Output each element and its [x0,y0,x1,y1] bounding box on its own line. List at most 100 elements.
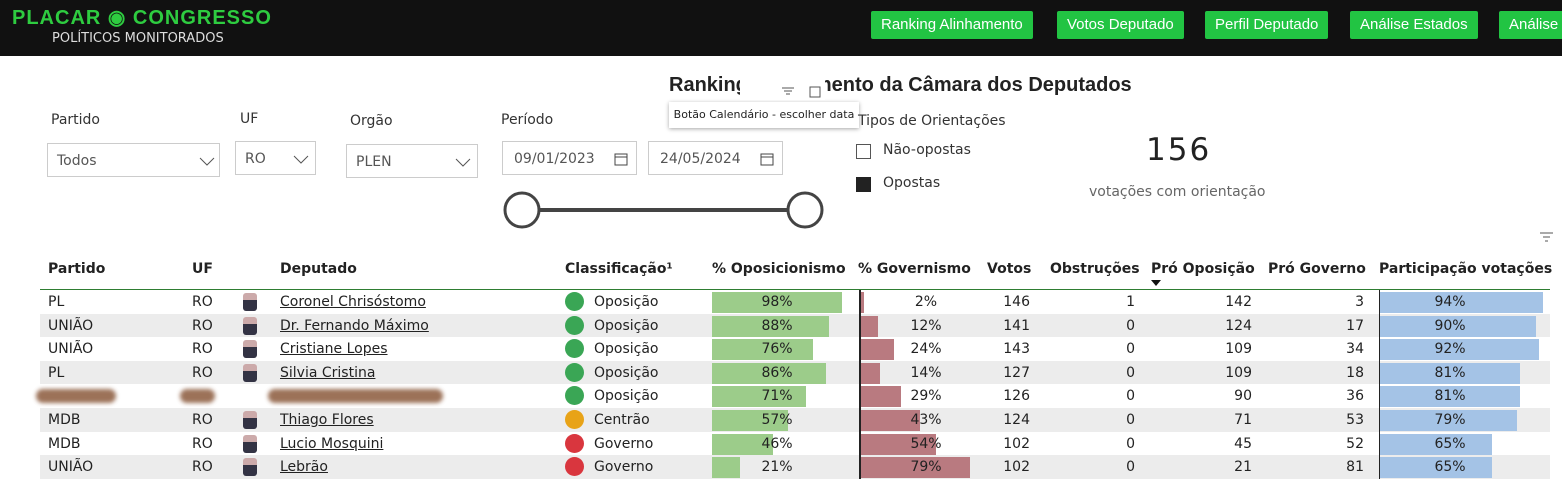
column-header[interactable]: Obstruções [1050,261,1140,277]
nav-button[interactable]: Perfil Deputado [1205,11,1329,39]
cell-text: 76% [761,341,793,358]
cell-text: 79% [910,459,942,476]
cell-text: 43% [910,412,942,428]
cell-text: 102 [1003,459,1030,476]
data-bar [1380,386,1521,408]
filter-label: Partido [51,112,100,128]
cell-text: 36 [1346,388,1364,405]
axis [1379,455,1380,479]
checkbox[interactable] [856,177,871,192]
cell-text: 126 [1003,388,1030,405]
cell-text: 0 [1126,459,1135,476]
date-value: 24/05/2024 [660,151,741,167]
cell-text: Lebrão [280,459,328,476]
filter-label: Orgão [350,113,393,129]
date-input[interactable]: 09/01/2023 [502,141,637,175]
cell-text: Dr. Fernando Máximo [280,317,429,334]
data-bar [861,410,921,431]
nav-button[interactable]: Votos Deputado [1057,11,1184,39]
column-header[interactable]: Partido [48,261,106,277]
cell-text: 34 [1346,341,1364,358]
axis [1379,384,1380,408]
cell-text: RO [192,459,213,476]
cell-text: 98% [761,294,793,310]
status-icon [565,433,584,453]
axis [1379,337,1380,361]
nav-button[interactable]: Análise Estados [1350,11,1478,39]
row-band [40,455,1550,479]
filter-label: UF [240,111,259,127]
redacted [180,389,215,404]
cell-text: MDB [48,412,81,428]
cell-text: Governo [594,459,654,476]
column-header[interactable]: % Oposicionismo [712,261,846,277]
redacted [36,389,116,404]
cell-text: 21 [1234,459,1252,476]
column-header[interactable]: Pró Oposição [1151,261,1255,277]
data-bar [712,315,830,337]
column-header[interactable]: UF [192,261,213,277]
cell-text: 3 [1355,294,1364,310]
cell-text: 94% [1434,294,1466,310]
data-bar [861,292,864,313]
cell-text: 0 [1126,364,1135,381]
data-bar [1380,457,1493,479]
axis [859,360,861,385]
data-bar [712,386,807,408]
cell-text: RO [192,341,213,358]
cell-text: 109 [1225,364,1252,381]
cell-text: 143 [1003,341,1030,358]
column-header[interactable]: Deputado [280,261,357,277]
legend-title: Tipos de Orientações [858,113,1006,129]
cell-text: Oposição [594,364,659,381]
cell-text: 71% [761,388,793,405]
nav-button[interactable]: Análise [1499,11,1562,39]
cell-text: 81% [1434,388,1466,405]
cell-text: Oposição [594,317,659,334]
avatar [243,434,257,453]
column-header[interactable]: Pró Governo [1268,261,1366,277]
cell-text: 14% [910,364,942,381]
row-band [40,408,1550,432]
cell-text: 141 [1003,317,1030,334]
axis [859,337,861,361]
data-bar [1380,339,1540,361]
cell-text: Silvia Cristina [280,364,376,381]
dropdown[interactable]: Todos [47,143,220,177]
option-label: Opostas [883,175,941,191]
axis [1379,360,1380,385]
data-bar [861,386,902,408]
date-input[interactable]: 24/05/2024 [648,141,783,175]
cell-text: 18 [1346,364,1364,381]
checkbox[interactable] [856,144,871,159]
cell-text: PL [48,364,65,381]
cell-text: 29% [910,388,942,405]
avatar [243,363,257,382]
cell-text: 24% [910,341,942,358]
cell-text: UNIÃO [48,317,94,334]
data-bar [712,457,740,479]
cell-text: 17 [1346,317,1364,334]
column-header[interactable]: Classificação¹ [565,261,673,277]
cell-text: 2% [914,294,938,310]
avatar [243,293,257,311]
cell-text: 52 [1346,435,1364,452]
column-header[interactable]: % Governismo [858,261,971,277]
cell-text: 127 [1003,364,1030,381]
data-bar [861,457,971,479]
status-icon [565,339,584,359]
dropdown[interactable]: RO [235,141,316,175]
axis [859,313,861,338]
data-bar [861,433,936,455]
cell-text: RO [192,435,213,452]
nav-button[interactable]: Ranking Alinhamento [871,11,1033,39]
axis [1379,290,1380,314]
filter-label: Período [501,112,554,128]
date-slider[interactable] [500,188,830,232]
data-bar [861,315,878,337]
cell-text: 90% [1434,317,1466,334]
column-header[interactable]: Votos [987,261,1032,277]
dropdown[interactable]: PLEN [346,144,478,178]
column-header[interactable]: Participação votações [1379,261,1553,277]
status-icon [565,410,584,429]
